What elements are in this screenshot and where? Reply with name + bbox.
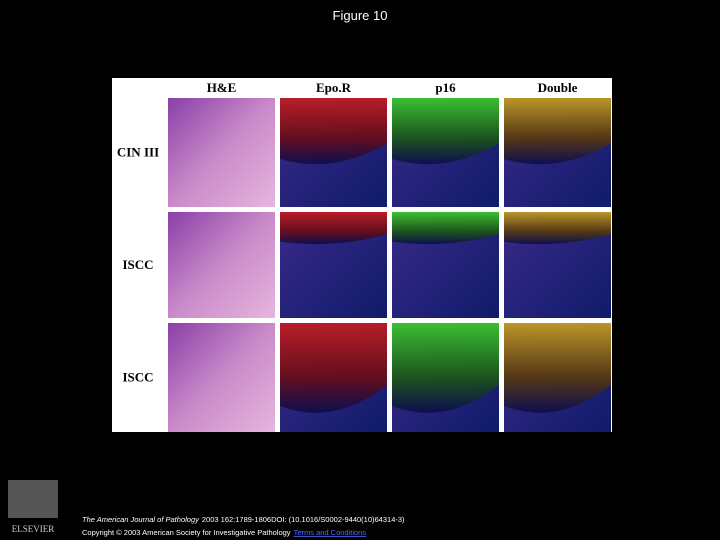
copyright-line: Copyright © 2003 American Society for In… (82, 528, 366, 537)
row-label: ISCC (122, 370, 153, 385)
copyright: Copyright © 2003 American Society for In… (82, 528, 291, 537)
stain-region (280, 98, 387, 165)
column-header: H&E (207, 80, 237, 95)
micrograph (168, 323, 275, 432)
stain-region (280, 212, 387, 245)
stain-region (392, 212, 499, 245)
terms-link[interactable]: Terms and Conditions (294, 528, 367, 537)
column-header: p16 (435, 80, 456, 95)
stain-region (504, 212, 611, 245)
row-label: CIN III (117, 145, 159, 160)
column-header: Double (538, 80, 578, 95)
citation-text: 2003 162:1789-1806DOI: (10.1016/S0002-94… (202, 515, 405, 524)
stain-region (504, 323, 611, 413)
citation: The American Journal of Pathology 2003 16… (82, 515, 405, 524)
logo-tree (8, 480, 58, 518)
stain-region (504, 98, 611, 165)
row-label: ISCC (122, 257, 153, 272)
micrograph (168, 98, 275, 207)
journal: The American Journal of Pathology (82, 515, 200, 524)
micrograph (168, 212, 275, 318)
stain-region (392, 98, 499, 165)
stain-region (280, 323, 387, 413)
logo-text: ELSEVIER (12, 524, 55, 534)
slide-title: Figure 10 (333, 8, 388, 23)
stain-region (392, 323, 499, 413)
figure-panels: H&E Epo.R p16 Double CIN III ISCC ISCC (117, 80, 611, 432)
column-header: Epo.R (316, 80, 352, 95)
